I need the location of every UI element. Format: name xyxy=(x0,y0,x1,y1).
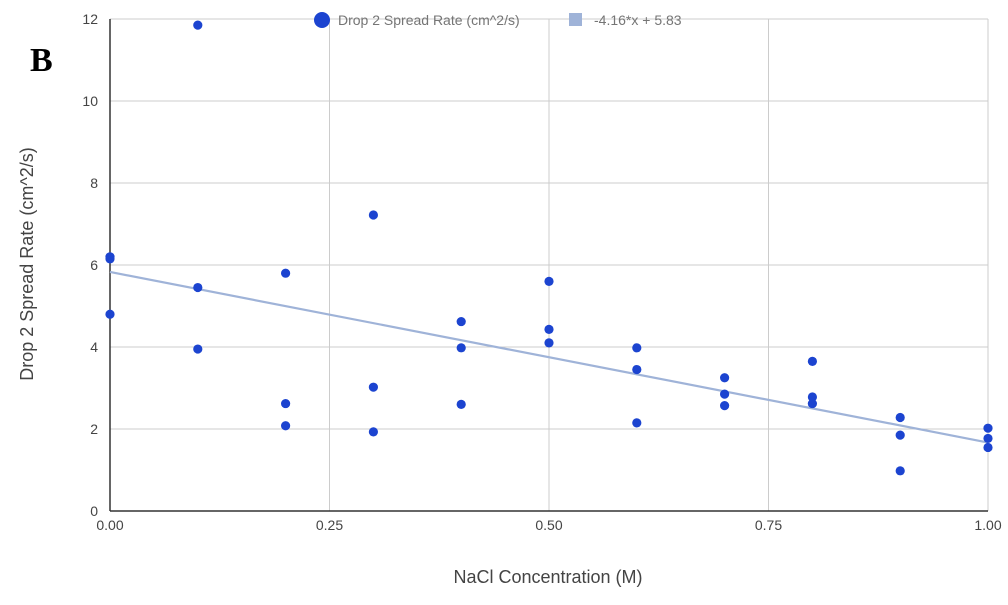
y-axis-label: Drop 2 Spread Rate (cm^2/s) xyxy=(17,147,37,381)
data-point xyxy=(895,412,905,423)
data-point xyxy=(983,423,993,433)
trendline-line xyxy=(109,270,989,444)
axes xyxy=(109,19,988,512)
data-point xyxy=(456,399,466,409)
legend-series-label: Drop 2 Spread Rate (cm^2/s) xyxy=(338,12,520,28)
y-tick-label: 2 xyxy=(90,421,98,437)
x-tick-label: 0.75 xyxy=(755,517,782,533)
legend: Drop 2 Spread Rate (cm^2/s) -4.16*x + 5.… xyxy=(314,12,682,28)
y-tick-label: 8 xyxy=(90,175,98,191)
tick-labels: 0 2 4 6 8 10 12 0.00 0.25 0.50 0.75 1.00 xyxy=(82,11,1001,533)
data-point xyxy=(720,389,730,399)
data-point xyxy=(632,418,642,428)
y-tick-label: 0 xyxy=(90,503,98,519)
legend-series-marker xyxy=(314,12,330,28)
data-point xyxy=(368,427,378,437)
x-axis-label: NaCl Concentration (M) xyxy=(453,567,642,587)
data-point xyxy=(281,268,291,278)
grid-lines xyxy=(110,18,989,511)
x-tick-label: 0.25 xyxy=(316,517,343,533)
data-point xyxy=(544,324,554,334)
data-point xyxy=(281,398,291,409)
data-point xyxy=(895,466,905,476)
y-tick-label: 4 xyxy=(90,339,98,355)
data-point xyxy=(193,282,203,293)
x-tick-label: 0.00 xyxy=(96,517,123,533)
trendline xyxy=(109,270,989,444)
data-point xyxy=(632,364,642,375)
legend-trendline-marker xyxy=(569,13,582,26)
data-point xyxy=(456,316,466,327)
y-tick-label: 6 xyxy=(90,257,98,273)
data-point xyxy=(807,392,818,402)
data-point xyxy=(456,343,466,353)
data-point xyxy=(632,343,642,353)
legend-trendline-label: -4.16*x + 5.83 xyxy=(594,12,682,28)
data-point xyxy=(281,421,291,431)
data-point xyxy=(544,276,554,286)
x-tick-label: 1.00 xyxy=(974,517,1001,533)
data-point xyxy=(368,382,378,392)
y-tick-label: 12 xyxy=(82,11,98,27)
data-point xyxy=(807,398,818,409)
data-point xyxy=(895,430,905,440)
data-point xyxy=(983,433,993,444)
data-point xyxy=(720,373,730,383)
data-point xyxy=(105,254,115,264)
data-point xyxy=(368,210,378,220)
data-point xyxy=(105,309,115,319)
data-point xyxy=(807,356,818,366)
data-point xyxy=(720,401,730,411)
panel-label: B xyxy=(30,42,53,79)
y-tick-label: 10 xyxy=(82,93,98,109)
data-points xyxy=(105,20,993,476)
data-point xyxy=(544,338,554,348)
data-point xyxy=(193,344,203,354)
data-point xyxy=(193,20,203,30)
x-tick-label: 0.50 xyxy=(535,517,562,533)
data-point xyxy=(983,442,993,453)
